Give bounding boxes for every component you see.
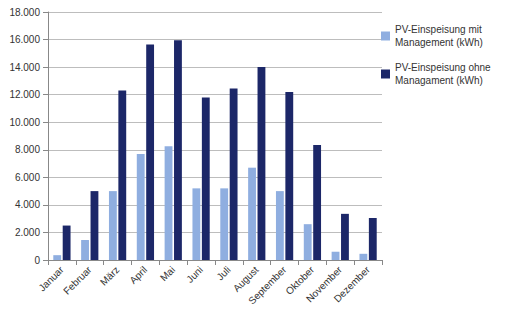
svg-text:Oktober: Oktober <box>283 264 317 297</box>
svg-text:Management (kWh): Management (kWh) <box>395 37 483 48</box>
svg-text:Juli: Juli <box>214 264 232 282</box>
svg-text:16.000: 16.000 <box>9 34 40 45</box>
svg-text:8.000: 8.000 <box>15 144 40 155</box>
svg-text:12.000: 12.000 <box>9 89 40 100</box>
svg-text:August: August <box>230 264 261 294</box>
svg-text:0: 0 <box>34 255 40 266</box>
svg-text:PV-Einspeisung ohne: PV-Einspeisung ohne <box>395 62 493 73</box>
svg-text:Juni: Juni <box>184 264 205 285</box>
svg-text:4.000: 4.000 <box>15 199 40 210</box>
svg-text:Februar: Februar <box>61 264 94 297</box>
svg-text:PV-Einspeisung mit: PV-Einspeisung mit <box>395 24 485 35</box>
svg-text:April: April <box>127 264 149 286</box>
svg-text:September: September <box>246 264 289 307</box>
svg-text:Januar: Januar <box>36 264 66 294</box>
svg-text:10.000: 10.000 <box>9 117 40 128</box>
svg-text:18.000: 18.000 <box>9 7 40 18</box>
svg-text:Mai: Mai <box>158 264 177 283</box>
svg-text:6.000: 6.000 <box>15 172 40 183</box>
svg-text:2.000: 2.000 <box>15 227 40 238</box>
svg-text:Dezember: Dezember <box>332 264 373 305</box>
svg-text:November: November <box>303 264 345 305</box>
svg-text:14.000: 14.000 <box>9 62 40 73</box>
svg-text:März: März <box>98 264 121 287</box>
svg-text:Managament (kWh): Managament (kWh) <box>395 75 483 86</box>
